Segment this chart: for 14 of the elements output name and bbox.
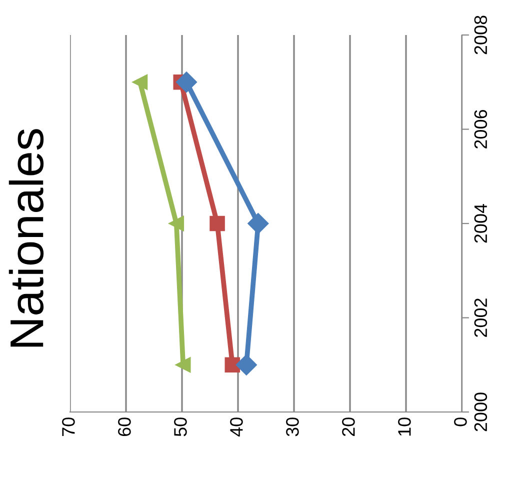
y-tick-label: 2008 <box>474 16 488 54</box>
y-tick-label: 2004 <box>474 204 488 243</box>
x-tick-label: 10 <box>398 418 411 436</box>
x-tick-label: 70 <box>62 418 75 436</box>
x-tick-label: 20 <box>342 418 355 436</box>
x-tick-label: 60 <box>118 418 131 436</box>
y-tick-label: 2000 <box>474 392 488 432</box>
x-tick-label: 40 <box>230 418 243 437</box>
y-tick-label: 2002 <box>474 298 488 337</box>
y-tick-label: 2006 <box>474 110 488 148</box>
x-tick-label: 30 <box>286 418 299 436</box>
text: Nationales <box>8 129 44 347</box>
x-tick-label: 0 <box>454 418 467 426</box>
x-tick-label: 50 <box>174 418 187 436</box>
